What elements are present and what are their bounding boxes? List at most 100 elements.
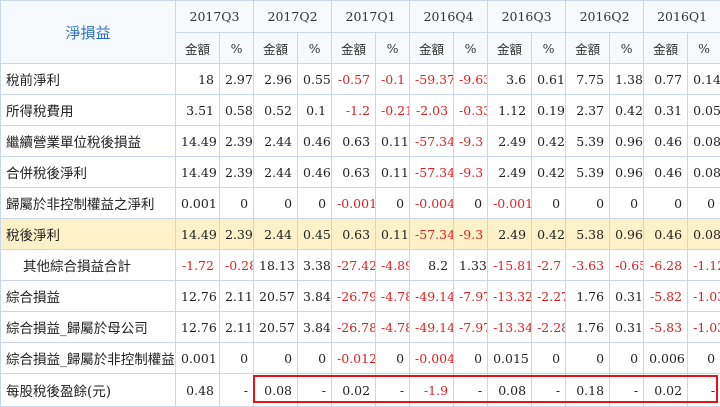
amount-cell: -2.03 <box>410 95 454 126</box>
pct-cell: 0 <box>376 188 410 219</box>
pct-cell: 0.42 <box>532 126 566 157</box>
row-label: 稅後淨利 <box>1 219 176 250</box>
amount-cell: -57.34 <box>410 157 454 188</box>
pct-cell: 0.46 <box>298 157 332 188</box>
amount-cell: -27.42 <box>332 250 376 281</box>
row-label: 綜合損益_歸屬於非控制權益 <box>1 343 176 374</box>
amount-cell: 14.49 <box>176 157 220 188</box>
pct-cell: 0 <box>220 343 254 374</box>
amount-cell: 0 <box>566 343 610 374</box>
amount-cell: 1.76 <box>566 281 610 312</box>
row-label: 所得稅費用 <box>1 95 176 126</box>
period-header-2017q3: 2017Q3 <box>176 1 254 33</box>
pct-cell: 0.19 <box>532 95 566 126</box>
amount-cell: 0.006 <box>644 343 688 374</box>
amount-cell: -5.82 <box>644 281 688 312</box>
amount-cell: 0.001 <box>176 343 220 374</box>
amount-cell: 0.08 <box>488 374 532 407</box>
pct-cell: 0.42 <box>532 157 566 188</box>
amount-header: 金額 <box>566 33 610 64</box>
pct-cell: -2.7 <box>532 250 566 281</box>
pct-cell: 0 <box>376 343 410 374</box>
amount-cell: 0.63 <box>332 157 376 188</box>
amount-header: 金額 <box>488 33 532 64</box>
pct-cell: -7.97 <box>454 312 488 343</box>
pct-cell: 0.31 <box>610 281 644 312</box>
pct-cell: 0.11 <box>376 157 410 188</box>
amount-cell: 1.12 <box>488 95 532 126</box>
amount-cell: 5.39 <box>566 126 610 157</box>
pct-cell: -1.03 <box>688 312 720 343</box>
amount-cell: 0.63 <box>332 126 376 157</box>
amount-cell: -26.78 <box>332 312 376 343</box>
row-label: 稅前淨利 <box>1 64 176 95</box>
pct-header: % <box>298 33 332 64</box>
pct-cell: 0 <box>532 343 566 374</box>
amount-cell: -13.32 <box>488 281 532 312</box>
period-header-2016q3: 2016Q3 <box>488 1 566 33</box>
amount-cell: 0.52 <box>254 95 298 126</box>
amount-cell: 20.57 <box>254 312 298 343</box>
amount-cell: -0.57 <box>332 64 376 95</box>
amount-cell: 2.49 <box>488 126 532 157</box>
amount-cell: -6.28 <box>644 250 688 281</box>
pct-cell: 1.33 <box>454 250 488 281</box>
pct-header: % <box>220 33 254 64</box>
amount-cell: -49.14 <box>410 281 454 312</box>
amount-cell: 0.015 <box>488 343 532 374</box>
pct-cell: -0.1 <box>376 64 410 95</box>
pct-cell: -9.3 <box>454 219 488 250</box>
amount-cell: 5.39 <box>566 157 610 188</box>
table-row: 所得稅費用3.510.580.520.1-1.2-0.21-2.03-0.331… <box>1 95 720 126</box>
pct-cell: - <box>376 374 410 407</box>
pct-cell: 2.11 <box>220 281 254 312</box>
row-label: 合併稅後淨利 <box>1 157 176 188</box>
pct-cell: 0.55 <box>298 64 332 95</box>
pct-cell: 0.11 <box>376 219 410 250</box>
pct-cell: 1.38 <box>610 64 644 95</box>
pct-cell: 0 <box>688 343 720 374</box>
amount-cell: 7.75 <box>566 64 610 95</box>
amount-cell: -13.34 <box>488 312 532 343</box>
pct-header: % <box>454 33 488 64</box>
pct-cell: 0.31 <box>610 312 644 343</box>
period-header-2016q4: 2016Q4 <box>410 1 488 33</box>
amount-cell: -0.001 <box>332 188 376 219</box>
amount-cell: 2.44 <box>254 219 298 250</box>
table-row: 稅前淨利182.972.960.55-0.57-0.1-59.37-9.633.… <box>1 64 720 95</box>
amount-cell: 0 <box>254 188 298 219</box>
pct-cell: 3.84 <box>298 312 332 343</box>
row-label: 每股稅後盈餘(元) <box>1 374 176 407</box>
amount-cell: 0 <box>254 343 298 374</box>
amount-cell: -0.012 <box>332 343 376 374</box>
period-header-2016q1: 2016Q1 <box>644 1 720 33</box>
pct-cell: 0.45 <box>298 219 332 250</box>
amount-cell: 2.44 <box>254 126 298 157</box>
pct-cell: 0.58 <box>220 95 254 126</box>
amount-cell: 18 <box>176 64 220 95</box>
pct-cell: -0.21 <box>376 95 410 126</box>
period-header-2016q2: 2016Q2 <box>566 1 644 33</box>
pct-cell: 0.11 <box>376 126 410 157</box>
pct-cell: - <box>610 374 644 407</box>
amount-cell: 0 <box>566 188 610 219</box>
pct-cell: 0.96 <box>610 126 644 157</box>
pct-cell: 0 <box>454 343 488 374</box>
amount-cell: 0.18 <box>566 374 610 407</box>
amount-cell: -3.63 <box>566 250 610 281</box>
pct-cell: -1.03 <box>688 281 720 312</box>
amount-cell: -57.34 <box>410 219 454 250</box>
pct-cell: 0.08 <box>688 126 720 157</box>
pct-cell: 0 <box>298 188 332 219</box>
amount-cell: 0.31 <box>644 95 688 126</box>
row-label: 歸屬於非控制權益之淨利 <box>1 188 176 219</box>
pct-cell: -9.3 <box>454 126 488 157</box>
amount-cell: 0.46 <box>644 157 688 188</box>
table-row: 每股稅後盈餘(元)0.48-0.08-0.02--1.9-0.08-0.18-0… <box>1 374 720 407</box>
amount-cell: 8.2 <box>410 250 454 281</box>
pct-cell: -9.63 <box>454 64 488 95</box>
